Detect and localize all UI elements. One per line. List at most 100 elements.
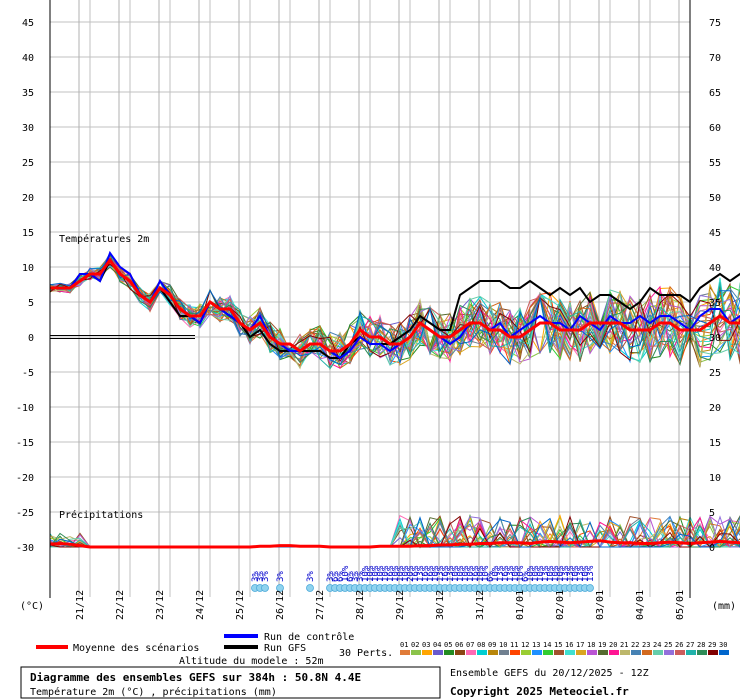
legend-mean-label: Moyenne des scénarios: [73, 642, 199, 654]
pert-legend-number: 07: [466, 641, 474, 649]
snow-probability-label: 13%: [541, 565, 551, 582]
pert-line: [49, 258, 740, 370]
right-tick-label: 45: [709, 228, 721, 239]
snow-probability-label: 13%: [576, 565, 586, 582]
x-tick-label: 23/12: [155, 590, 166, 620]
snow-probability-label: 13%: [496, 565, 506, 582]
snow-probability-label: 6%: [336, 571, 346, 582]
x-tick-label: 26/12: [275, 590, 286, 620]
copyright: Copyright 2025 Meteociel.fr: [450, 685, 629, 698]
snow-probability-label: 13%: [446, 565, 456, 582]
left-tick-label: 0: [28, 333, 34, 344]
pert-legend-number: 09: [488, 641, 496, 649]
pert-legend-number: 25: [664, 641, 672, 649]
snow-probability-label: 16%: [411, 565, 421, 582]
pert-legend-swatch: [631, 650, 641, 655]
pert-legend-number: 23: [642, 641, 650, 649]
precip-section-label: Précipitations: [59, 509, 143, 521]
snow-probability-label: 10%: [581, 565, 591, 582]
x-tick-label: 27/12: [315, 590, 326, 620]
snow-probability-label: 10%: [361, 565, 371, 582]
series-line: [50, 258, 740, 359]
pert-legend-number: 04: [433, 641, 441, 649]
snow-probability-label: 10%: [366, 565, 376, 582]
snow-probability-label: 10%: [531, 565, 541, 582]
pert-legend-swatch: [653, 650, 663, 655]
pert-legend-number: 20: [609, 641, 617, 649]
right-tick-label: 40: [709, 263, 721, 274]
snow-probability-label: 10%: [461, 565, 471, 582]
snow-probability-label: 16%: [421, 565, 431, 582]
snow-marker: [306, 584, 314, 592]
snow-probability-label: 10%: [571, 565, 581, 582]
right-tick-label: 60: [709, 123, 721, 134]
left-tick-label: 45: [22, 18, 34, 29]
x-tick-label: 25/12: [235, 590, 246, 620]
snow-probability-label: 3%: [326, 571, 336, 582]
pert-legend-swatch: [554, 650, 564, 655]
left-tick-label: 10: [22, 263, 34, 274]
perturbation-legend: 01 02 03 04 05 06 07 08 09 10 11 12 13 14 15 16 17 18 19 20…: [400, 641, 729, 655]
left-tick-label: 35: [22, 88, 34, 99]
pert-legend-number: 06: [455, 641, 463, 649]
snow-probability-label: 3%: [306, 571, 316, 582]
pert-legend-number: 24: [653, 641, 661, 649]
snow-probability-label: 6%: [331, 571, 341, 582]
x-tick-label: 05/01: [675, 590, 686, 620]
pert-legend-number: 30: [719, 641, 727, 649]
left-tick-label: 25: [22, 158, 34, 169]
right-tick-label: 70: [709, 53, 721, 64]
pert-legend-swatch: [587, 650, 597, 655]
pert-legend-swatch: [543, 650, 553, 655]
snow-probability-label: 3%: [261, 571, 271, 582]
snow-probability-label: 10%: [556, 565, 566, 582]
snow-probability-label: 13%: [436, 565, 446, 582]
left-tick-label: -10: [16, 403, 34, 414]
pert-legend-number: 11: [510, 641, 518, 649]
pert-legend-swatch: [466, 650, 476, 655]
legend: Moyenne des scénarios Run de contrôle Ru…: [36, 631, 729, 659]
chart-grid: [49, 0, 691, 597]
snow-probability-label: 6%: [486, 571, 496, 582]
pert-legend-number: 03: [422, 641, 430, 649]
snow-probability-label: 3%: [251, 571, 261, 582]
right-tick-label: 15: [709, 438, 721, 449]
snow-probability-label: 10%: [466, 565, 476, 582]
pert-legend-swatch: [510, 650, 520, 655]
pert-legend-swatch: [686, 650, 696, 655]
snow-probability-label: 20%: [406, 565, 416, 582]
snow-marker: [261, 584, 269, 592]
right-tick-label: 10: [709, 473, 721, 484]
pert-legend-swatch: [488, 650, 498, 655]
right-axis-unit: (mm): [712, 601, 736, 612]
snow-probability-label: 10%: [551, 565, 561, 582]
snow-probability-label: 13%: [566, 565, 576, 582]
snow-probability-label: 16%: [501, 565, 511, 582]
x-tick-label: 21/12: [75, 590, 86, 620]
pert-legend-number: 10: [499, 641, 507, 649]
left-tick-label: -20: [16, 473, 34, 484]
right-tick-label: 35: [709, 298, 721, 309]
snow-probability-label: 10%: [491, 565, 501, 582]
pert-legend-number: 27: [686, 641, 694, 649]
pert-legend-swatch: [675, 650, 685, 655]
main-series-lines: [50, 250, 740, 360]
snow-probability-label: 10%: [431, 565, 441, 582]
snow-probability-label: 16%: [426, 565, 436, 582]
pert-legend-number: 13: [532, 641, 540, 649]
x-tick-label: 24/12: [195, 590, 206, 620]
snow-probability-label: 16%: [386, 565, 396, 582]
x-tick-label: 03/01: [595, 590, 606, 620]
snow-probability-label: 13%: [561, 565, 571, 582]
pert-legend-swatch: [532, 650, 542, 655]
right-tick-label: 65: [709, 88, 721, 99]
snow-probability-label: 10%: [546, 565, 556, 582]
snow-probability-label: 3%: [356, 571, 366, 582]
pert-legend-swatch: [455, 650, 465, 655]
right-tick-label: 50: [709, 193, 721, 204]
snow-probability-label: 10%: [376, 565, 386, 582]
pert-legend-number: 08: [477, 641, 485, 649]
left-tick-label: 40: [22, 53, 34, 64]
snow-probability-label: 10%: [371, 565, 381, 582]
pert-legend-number: 05: [444, 641, 452, 649]
